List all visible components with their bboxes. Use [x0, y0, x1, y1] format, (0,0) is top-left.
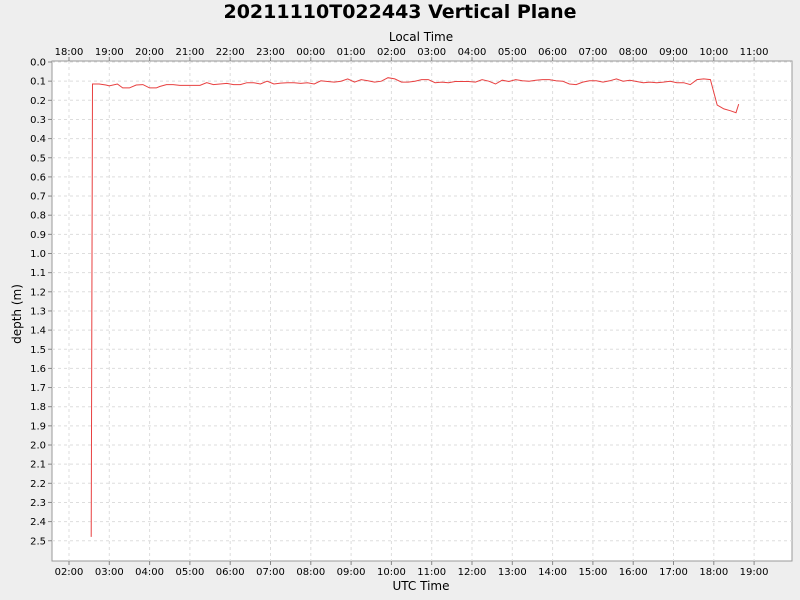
x-tick-label: 02:00 — [55, 567, 84, 578]
y-tick-label: 1.9 — [30, 421, 46, 432]
y-tick-label: 1.3 — [30, 306, 46, 317]
y-tick-label: 2.3 — [30, 498, 46, 509]
x-tick-label: 17:00 — [659, 567, 688, 578]
y-tick-label: 0.6 — [30, 172, 46, 183]
x-axis-label: UTC Time — [393, 579, 450, 593]
y-tick-label: 2.0 — [30, 441, 46, 452]
x-tick-label: 10:00 — [377, 567, 406, 578]
y-tick-label: 0.1 — [30, 77, 46, 88]
y-axis-label: depth (m) — [10, 284, 24, 344]
x-tick-label: 18:00 — [699, 567, 728, 578]
y-tick-label: 2.1 — [30, 460, 46, 471]
y-tick-label: 1.4 — [30, 326, 46, 337]
top-tick-label: 08:00 — [619, 47, 648, 58]
y-tick-label: 1.8 — [30, 402, 46, 413]
x-tick-label: 14:00 — [538, 567, 567, 578]
y-tick-label: 0.4 — [30, 134, 46, 145]
y-tick-label: 2.2 — [30, 479, 46, 490]
x-tick-label: 19:00 — [740, 567, 769, 578]
x-tick-label: 13:00 — [498, 567, 527, 578]
y-tick-label: 0.9 — [30, 230, 46, 241]
top-tick-label: 22:00 — [216, 47, 245, 58]
y-tick-label: 0.7 — [30, 192, 46, 203]
x-tick-label: 12:00 — [458, 567, 487, 578]
top-tick-label: 05:00 — [498, 47, 527, 58]
top-tick-label: 10:00 — [699, 47, 728, 58]
y-tick-label: 1.0 — [30, 249, 46, 260]
top-tick-label: 07:00 — [578, 47, 607, 58]
y-tick-label: 1.7 — [30, 383, 46, 394]
top-tick-label: 00:00 — [296, 47, 325, 58]
top-tick-label: 19:00 — [95, 47, 124, 58]
y-tick-label: 0.5 — [30, 153, 46, 164]
x-tick-label: 05:00 — [175, 567, 204, 578]
top-tick-label: 01:00 — [337, 47, 366, 58]
y-tick-label: 1.2 — [30, 287, 46, 298]
top-tick-label: 06:00 — [538, 47, 567, 58]
top-axis-label: Local Time — [389, 30, 453, 44]
top-tick-label: 18:00 — [55, 47, 84, 58]
x-tick-label: 08:00 — [296, 567, 325, 578]
top-tick-label: 09:00 — [659, 47, 688, 58]
x-tick-label: 07:00 — [256, 567, 285, 578]
y-tick-label: 0.2 — [30, 96, 46, 107]
y-tick-label: 2.4 — [30, 517, 46, 528]
y-tick-label: 1.1 — [30, 268, 46, 279]
y-tick-label: 2.5 — [30, 536, 46, 547]
top-tick-label: 02:00 — [377, 47, 406, 58]
x-tick-label: 06:00 — [216, 567, 245, 578]
top-tick-label: 11:00 — [740, 47, 769, 58]
top-tick-label: 20:00 — [135, 47, 164, 58]
y-tick-label: 1.6 — [30, 364, 46, 375]
top-tick-label: 03:00 — [417, 47, 446, 58]
top-tick-label: 23:00 — [256, 47, 285, 58]
x-tick-label: 16:00 — [619, 567, 648, 578]
y-tick-label: 0.8 — [30, 211, 46, 222]
x-tick-label: 11:00 — [417, 567, 446, 578]
x-tick-label: 15:00 — [578, 567, 607, 578]
y-tick-label: 1.5 — [30, 345, 46, 356]
y-tick-label: 0.0 — [30, 58, 46, 69]
x-tick-label: 09:00 — [337, 567, 366, 578]
x-tick-label: 04:00 — [135, 567, 164, 578]
top-tick-label: 21:00 — [175, 47, 204, 58]
top-tick-label: 04:00 — [458, 47, 487, 58]
x-tick-label: 03:00 — [95, 567, 124, 578]
y-tick-label: 0.3 — [30, 115, 46, 126]
